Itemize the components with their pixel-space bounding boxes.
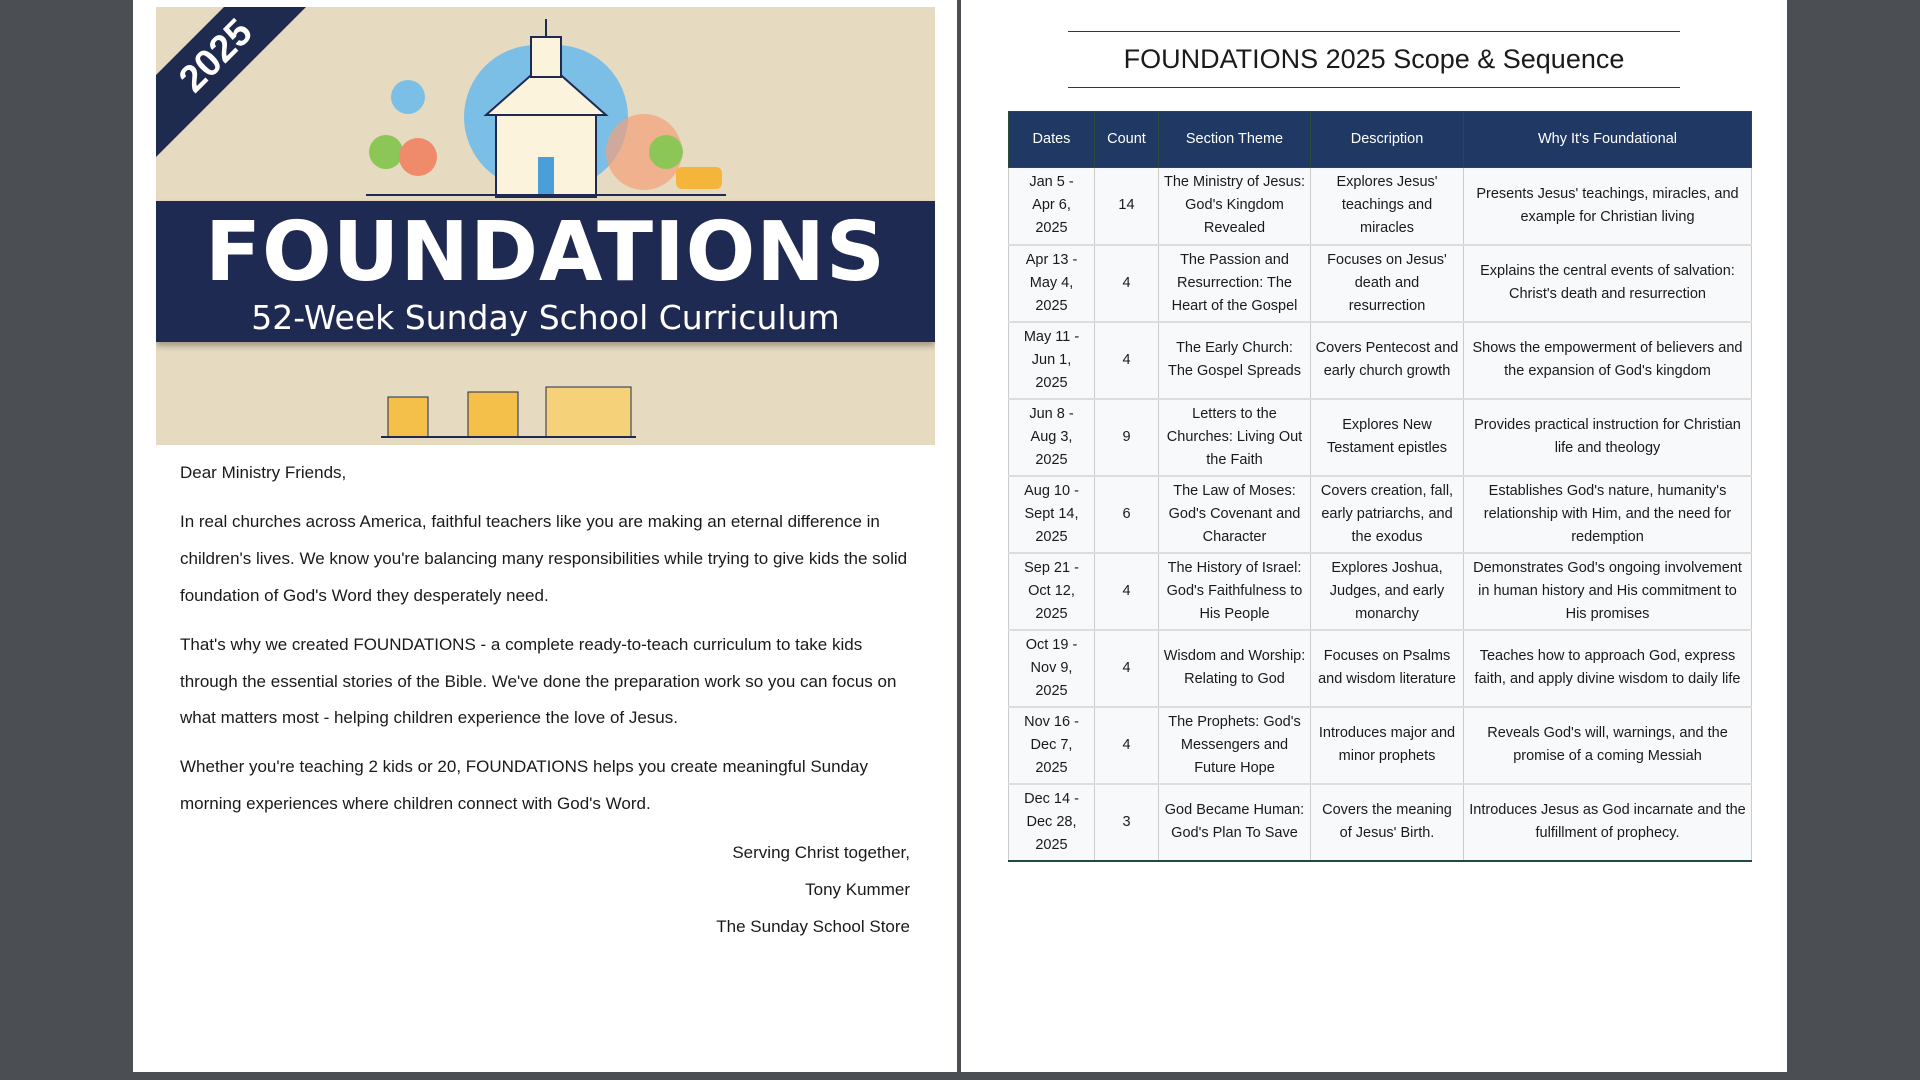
table-row: Apr 13 - May 4, 2025 4 The Passion and Res… — [1008, 244, 1752, 323]
letter-paragraph: In real churches across America, faithfu… — [180, 512, 908, 605]
cell-theme: The Passion and Resurrection: The Heart … — [1158, 244, 1311, 323]
signer-name: Tony Kummer — [805, 880, 910, 900]
table-row: Jan 5 - Apr 6, 2025 14 The Ministry of Jes… — [1008, 167, 1752, 246]
cell-why: Demonstrates God's ongoing involvement i… — [1463, 552, 1752, 631]
cell-why: Explains the central events of salvation… — [1463, 244, 1752, 323]
cell-count: 4 — [1094, 321, 1159, 400]
letter-paragraph: That's why we created FOUNDATIONS - a co… — [180, 634, 897, 728]
header-dates: Dates — [1008, 111, 1095, 168]
table-row: May 11 - Jun 1, 2025 4 The Early Church: T… — [1008, 321, 1752, 400]
cell-count: 4 — [1094, 552, 1159, 631]
cell-description: Covers the meaning of Jesus' Birth. — [1310, 783, 1464, 862]
table-row: Sep 21 - Oct 12, 2025 4 The History of Isr… — [1008, 552, 1752, 631]
cell-dates: Aug 10 - Sept 14, 2025 — [1008, 475, 1095, 554]
cell-description: Explores Joshua, Judges, and early monar… — [1310, 552, 1464, 631]
cell-description: Explores Jesus' teachings and miracles — [1310, 167, 1464, 246]
cell-count: 9 — [1094, 398, 1159, 477]
header-why: Why It's Foundational — [1463, 111, 1752, 168]
right-page: FOUNDATIONS 2025 Scope & Sequence Dates … — [961, 0, 1787, 1072]
title-band: FOUNDATIONS 52-Week Sunday School Curric… — [156, 201, 935, 342]
cell-dates: May 11 - Jun 1, 2025 — [1008, 321, 1095, 400]
cell-count: 14 — [1094, 167, 1159, 246]
cell-why: Introduces Jesus as God incarnate and th… — [1463, 783, 1752, 862]
table-row: Nov 16 - Dec 7, 2025 4 The Prophets: God's… — [1008, 706, 1752, 785]
letter-paragraph: Whether you're teaching 2 kids or 20, FO… — [180, 757, 868, 814]
cover-banner: 2025 FOUNDATIONS 52-Week Sunday School C… — [156, 7, 935, 445]
cell-dates: Dec 14 - Dec 28, 2025 — [1008, 783, 1095, 862]
cell-dates: Oct 19 - Nov 9, 2025 — [1008, 629, 1095, 708]
cell-description: Introduces major and minor prophets — [1310, 706, 1464, 785]
cell-theme: God Became Human: God's Plan To Save — [1158, 783, 1311, 862]
left-page: 2025 FOUNDATIONS 52-Week Sunday School C… — [133, 0, 957, 1072]
cell-dates: Nov 16 - Dec 7, 2025 — [1008, 706, 1095, 785]
cell-count: 3 — [1094, 783, 1159, 862]
cell-dates: Apr 13 - May 4, 2025 — [1008, 244, 1095, 323]
table-row: Oct 19 - Nov 9, 2025 4 Wisdom and Worship:… — [1008, 629, 1752, 708]
cell-count: 4 — [1094, 629, 1159, 708]
cover-title: FOUNDATIONS — [205, 205, 886, 300]
table-row: Aug 10 - Sept 14, 2025 6 The Law of Moses:… — [1008, 475, 1752, 554]
cell-why: Shows the empowerment of believers and t… — [1463, 321, 1752, 400]
cell-why: Reveals God's will, warnings, and the pr… — [1463, 706, 1752, 785]
cell-theme: Wisdom and Worship: Relating to God — [1158, 629, 1311, 708]
table-header-row: Dates Count Section Theme Description Wh… — [1008, 111, 1752, 168]
cell-description: Explores New Testament epistles — [1310, 398, 1464, 477]
cell-count: 6 — [1094, 475, 1159, 554]
cell-dates: Jun 8 - Aug 3, 2025 — [1008, 398, 1095, 477]
cell-description: Focuses on Jesus' death and resurrection — [1310, 244, 1464, 323]
greeting: Dear Ministry Friends, — [180, 463, 347, 482]
cell-count: 4 — [1094, 244, 1159, 323]
cell-theme: The History of Israel: God's Faithfulnes… — [1158, 552, 1311, 631]
cell-description: Covers creation, fall, early patriarchs,… — [1310, 475, 1464, 554]
signature-block: Serving Christ together, Tony Kummer The… — [180, 835, 910, 945]
scope-table: Dates Count Section Theme Description Wh… — [1008, 111, 1752, 862]
cell-theme: Letters to the Churches: Living Out the … — [1158, 398, 1311, 477]
scope-title: FOUNDATIONS 2025 Scope & Sequence — [1068, 31, 1680, 88]
cover-subtitle: 52-Week Sunday School Curriculum — [251, 298, 840, 337]
cell-theme: The Prophets: God's Messengers and Futur… — [1158, 706, 1311, 785]
letter: Dear Ministry Friends, In real churches … — [180, 455, 910, 945]
cell-description: Focuses on Psalms and wisdom literature — [1310, 629, 1464, 708]
table-row: Dec 14 - Dec 28, 2025 3 God Became Human: … — [1008, 783, 1752, 862]
signer-org: The Sunday School Store — [716, 916, 910, 936]
header-count: Count — [1094, 111, 1159, 168]
header-description: Description — [1310, 111, 1464, 168]
cell-count: 4 — [1094, 706, 1159, 785]
cell-description: Covers Pentecost and early church growth — [1310, 321, 1464, 400]
cell-why: Provides practical instruction for Chris… — [1463, 398, 1752, 477]
church-illustration — [366, 19, 726, 438]
cell-dates: Sep 21 - Oct 12, 2025 — [1008, 552, 1095, 631]
cell-dates: Jan 5 - Apr 6, 2025 — [1008, 167, 1095, 246]
cell-why: Presents Jesus' teachings, miracles, and… — [1463, 167, 1752, 246]
cell-theme: The Law of Moses: God's Covenant and Cha… — [1158, 475, 1311, 554]
cell-why: Teaches how to approach God, express fai… — [1463, 629, 1752, 708]
closing: Serving Christ together, — [732, 843, 910, 863]
cell-theme: The Ministry of Jesus: God's Kingdom Rev… — [1158, 167, 1311, 246]
header-theme: Section Theme — [1158, 111, 1311, 168]
table-row: Jun 8 - Aug 3, 2025 9 Letters to the Churc… — [1008, 398, 1752, 477]
cell-why: Establishes God's nature, humanity's rel… — [1463, 475, 1752, 554]
cell-theme: The Early Church: The Gospel Spreads — [1158, 321, 1311, 400]
